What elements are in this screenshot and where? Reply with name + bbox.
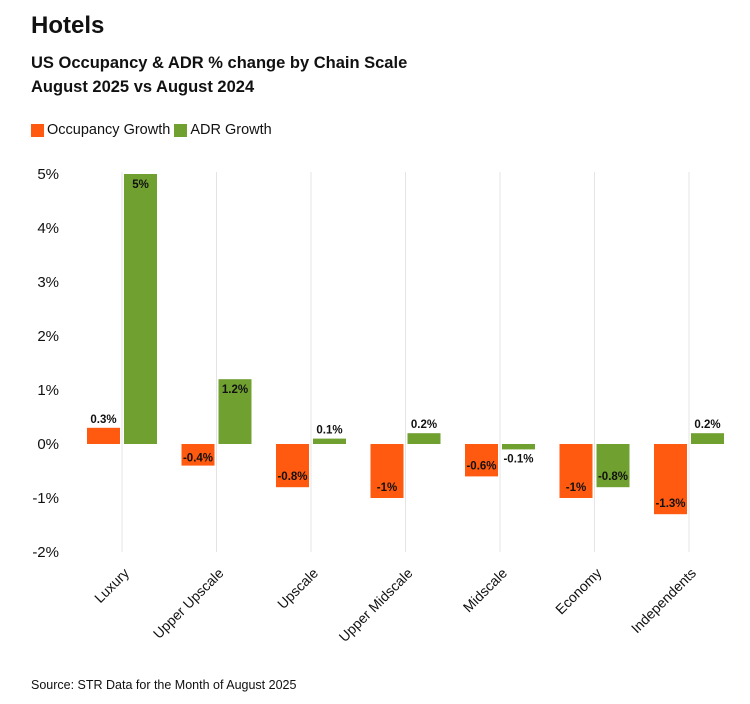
- occupancy-label-luxury: 0.3%: [90, 414, 116, 426]
- legend: Occupancy Growth ADR Growth: [31, 122, 276, 138]
- x-tick-label: Independents: [628, 565, 699, 636]
- occupancy-label-upper-upscale: -0.4%: [183, 453, 213, 465]
- occupancy-bar-upper-midscale: [370, 444, 404, 498]
- adr-label-upscale: 0.1%: [316, 425, 342, 437]
- y-tick-label: 4%: [37, 220, 59, 237]
- legend-swatch-occupancy: [31, 123, 44, 137]
- occupancy-bar-luxury: [87, 427, 120, 444]
- adr-bar-luxury: [124, 174, 157, 444]
- y-tick-label: -2%: [32, 544, 59, 561]
- occupancy-label-upper-midscale: -1%: [377, 482, 397, 494]
- y-tick-label: 1%: [37, 382, 59, 399]
- occupancy-bar-economy: [559, 444, 593, 498]
- x-tick-label: Midscale: [460, 565, 511, 616]
- adr-bar-economy: [596, 444, 630, 488]
- y-tick-label: 3%: [37, 274, 59, 291]
- adr-label-luxury: 5%: [132, 179, 149, 191]
- occupancy-label-independents: -1.3%: [655, 498, 685, 510]
- x-tick-label: Upper Midscale: [336, 565, 416, 645]
- occupancy-bar-midscale: [465, 444, 498, 477]
- source-note: Source: STR Data for the Month of August…: [31, 678, 297, 692]
- y-tick-label: 2%: [37, 328, 59, 345]
- occupancy-bar-upscale: [276, 444, 309, 488]
- legend-item-occupancy: Occupancy Growth: [31, 122, 170, 138]
- chart-subtitle: US Occupancy & ADR % change by Chain Sca…: [31, 54, 408, 72]
- adr-bar-upper-upscale: [218, 379, 252, 444]
- legend-label-adr: ADR Growth: [190, 122, 272, 138]
- legend-item-adr: ADR Growth: [174, 122, 272, 138]
- occupancy-bar-independents: [654, 444, 687, 515]
- adr-bar-upper-midscale: [407, 433, 441, 444]
- adr-label-upper-upscale: 1.2%: [222, 384, 248, 396]
- y-tick-label: 5%: [37, 166, 59, 183]
- x-tick-label: Luxury: [91, 565, 132, 606]
- occupancy-bar-upper-upscale: [181, 444, 215, 466]
- y-tick-label: -1%: [32, 490, 59, 507]
- chart-period: August 2025 vs August 2024: [31, 78, 255, 96]
- legend-label-occupancy: Occupancy Growth: [47, 122, 171, 138]
- y-tick-label: 0%: [37, 436, 59, 453]
- adr-label-economy: -0.8%: [598, 471, 628, 483]
- chart-title: Hotels: [31, 12, 105, 39]
- adr-bar-independents: [691, 433, 724, 444]
- adr-label-upper-midscale: 0.2%: [411, 419, 437, 431]
- adr-bar-midscale: [502, 444, 535, 450]
- adr-bar-upscale: [313, 438, 346, 444]
- x-tick-label: Upper Upscale: [150, 565, 227, 642]
- adr-label-midscale: -0.1%: [503, 453, 533, 465]
- adr-label-independents: 0.2%: [694, 419, 720, 431]
- x-tick-label: Upscale: [274, 565, 321, 612]
- occupancy-label-midscale: -0.6%: [466, 460, 496, 472]
- occupancy-label-economy: -1%: [566, 482, 586, 494]
- x-tick-label: Economy: [552, 565, 605, 618]
- legend-swatch-adr: [174, 123, 188, 137]
- occupancy-label-upscale: -0.8%: [277, 471, 307, 483]
